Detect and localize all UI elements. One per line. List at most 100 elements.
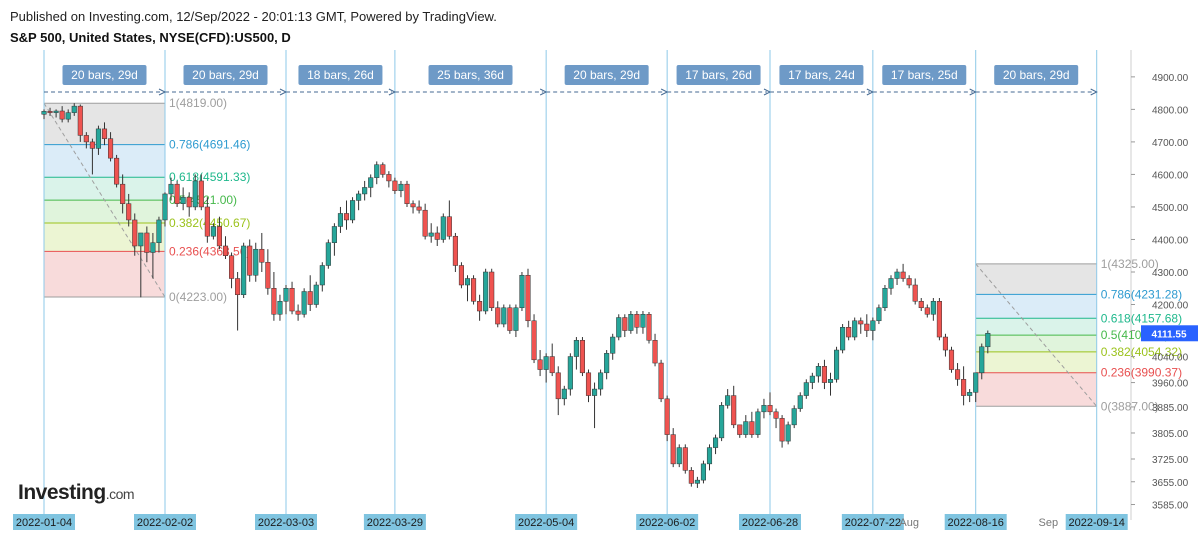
date-label: 2022-08-16 [948,517,1004,529]
candle-body [749,421,755,435]
current-price-label: 4111.55 [1151,329,1186,340]
candle-body [537,359,543,370]
range-label: 20 bars, 29d [192,68,259,82]
candle-body [610,336,616,354]
fib-level-label: 0.618(4591.33) [169,170,250,184]
candle-body [700,463,707,481]
candle-body [168,183,174,195]
candle-body [840,327,846,351]
candle-body [138,232,144,247]
candle-body [422,209,428,237]
date-axis: 2022-01-04 2022-02-02 2022-03-03 2022-03-29… [13,514,1128,530]
investing-logo: Investing.com [18,481,135,505]
candle-body [71,105,77,113]
candle-body [743,421,749,435]
candle-body [815,366,821,377]
fib-level-label: 0.382(4054.32) [1101,345,1182,359]
candle-body [894,271,900,279]
candle-body [737,424,743,435]
range-label: 17 bars, 26d [685,68,752,82]
candle-body [404,183,410,204]
candle-body [65,112,71,120]
candle-body [676,447,682,465]
price-tick-label: 3655.00 [1152,478,1189,489]
fib-level-label: 0.236(3990.37) [1101,366,1182,380]
price-tick-label: 4400.00 [1152,235,1189,246]
date-label: 2022-06-28 [742,517,798,529]
candle-body [616,317,622,338]
date-label: 2022-02-02 [137,517,193,529]
date-label-bg [134,514,196,530]
candle-body [295,310,301,315]
candle-body [652,340,658,364]
candle-body [561,388,567,400]
candle-body [688,470,694,484]
price-tick-label: 4040.00 [1152,353,1189,364]
candle-body [464,278,471,286]
candle-body [89,141,95,149]
fib-zone [44,200,165,223]
candle-body [507,307,513,331]
candle-body [622,317,628,331]
candle-body [434,232,440,240]
price-tick-label: 4300.00 [1152,268,1189,279]
candle-body [882,288,888,309]
date-label-bg [1065,514,1128,530]
date-label-bg [944,514,1007,530]
candle-body [725,395,731,406]
candle-body [579,340,586,374]
candle-body [731,395,737,426]
price-tick-label: 3725.00 [1152,455,1189,466]
candle-body [108,138,114,159]
candle-body [362,187,368,195]
range-label-bg [62,65,147,85]
candle-body [216,226,222,247]
candle-body [791,408,797,426]
candle-body [53,110,59,113]
candle-body [513,307,519,331]
publication-info: Published on Investing.com, 12/Sep/2022 … [10,9,497,24]
range-label-bg [994,65,1079,85]
candle-body [876,307,882,322]
candle-body [846,327,852,338]
date-label: 2022-01-04 [16,517,72,529]
date-label-bg [636,514,699,530]
candle-body [713,437,719,448]
candle-body [658,362,664,400]
candles [41,103,991,488]
date-label-bg [515,514,578,530]
candle-body [132,219,138,247]
price-axis: 4900.00 4800.00 4700.00 4600.00 4500.00 4400.… [1131,73,1198,512]
fib-zone [975,318,1097,336]
candle-body [858,320,864,325]
candle-body [174,183,180,204]
price-tick-label: 3885.00 [1152,403,1189,414]
candle-body [204,206,210,237]
candle-body [114,157,120,185]
candle-body [428,232,434,237]
candle-body [555,372,561,400]
price-tick-label: 4800.00 [1152,105,1189,116]
candle-body [985,333,991,348]
fib-level-label: 0(4223.00) [169,290,227,304]
candle-body [356,193,362,201]
candle-body [706,447,713,465]
candle-body [767,405,773,413]
range-label: 20 bars, 29d [71,68,138,82]
candle-body [83,135,89,143]
current-price-tag [1141,325,1198,342]
candle-body [350,200,356,221]
candle-body [319,265,325,286]
candle-body [924,307,930,315]
price-tick-label: 3960.00 [1152,379,1189,390]
candle-body [343,213,350,221]
fibonacci-retracements: 1(4819.00) 0.786(4691.46) 0.618(4591.33) 0.… [43,96,1182,413]
candle-body [446,216,452,237]
candle-body [888,278,894,289]
fib-level-label: 1(4819.00) [169,96,227,110]
candle-body [967,392,973,396]
fib-trend-line [43,102,166,298]
price-tick-label: 3585.00 [1152,501,1189,512]
candle-body [549,356,555,374]
